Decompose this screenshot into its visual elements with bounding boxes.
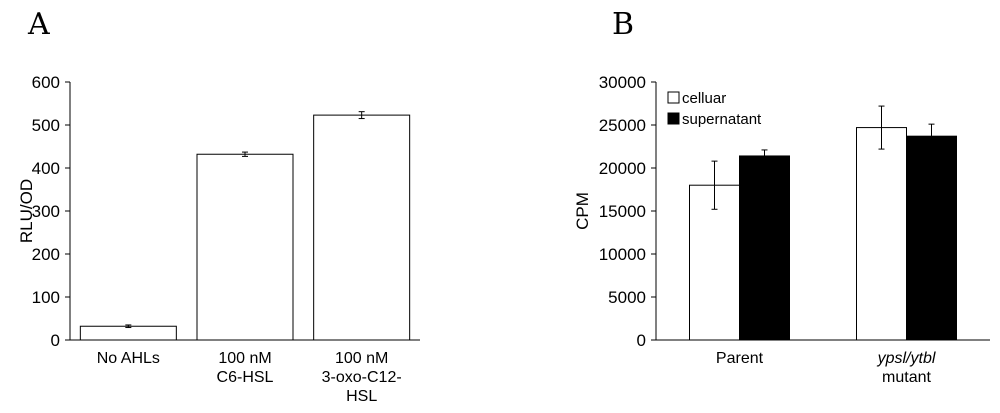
panel-label-b: B <box>612 7 634 42</box>
chart-b-bar-celluar <box>856 127 907 341</box>
chart-a: 0 100 200 300 400 500 600 No AHLs 100 nM C6-HSL 1… <box>17 73 420 405</box>
chart-a-y-tick-label: 400 <box>32 159 60 178</box>
chart-b-category-label: ypsl/ytbl mutant <box>877 350 936 386</box>
chart-a-y-tick-label: 200 <box>32 245 60 264</box>
legend-label-celluar: celluar <box>682 90 726 107</box>
chart-b-y-tick-label: 25000 <box>599 116 646 135</box>
chart-a-y-tick-label: 600 <box>32 73 60 92</box>
chart-b: 0 5000 10000 15000 20000 25000 30000 Parent yps… <box>573 73 990 386</box>
chart-a-bar <box>313 114 411 341</box>
chart-b-y-tick-label: 15000 <box>599 202 646 221</box>
chart-a-bar <box>196 153 294 341</box>
chart-a-y-label: RLU/OD <box>17 179 36 243</box>
chart-b-category-label: Parent <box>716 350 764 367</box>
chart-b-y-tick-label: 0 <box>637 331 646 350</box>
chart-b-bar-supernatant <box>739 155 790 341</box>
chart-a-category-label: 100 nM C6-HSL <box>217 350 274 386</box>
chart-b-legend: celluar supernatant <box>667 90 762 128</box>
chart-a-bar <box>79 325 177 341</box>
chart-a-category-label: No AHLs <box>97 350 160 367</box>
panel-label-a: A <box>27 7 50 42</box>
chart-a-y-tick-label: 100 <box>32 288 60 307</box>
chart-b-y-tick-label: 30000 <box>599 73 646 92</box>
chart-b-bar-supernatant <box>906 135 957 341</box>
chart-b-bar-celluar <box>689 184 740 341</box>
chart-b-y-tick-label: 5000 <box>608 288 646 307</box>
chart-b-y-tick-label: 10000 <box>599 245 646 264</box>
chart-a-y-tick-label: 0 <box>51 331 60 350</box>
chart-a-y-tick-label: 500 <box>32 116 60 135</box>
chart-a-y-tick-label: 300 <box>32 202 60 221</box>
legend-swatch-celluar <box>667 91 680 104</box>
legend-label-supernatant: supernatant <box>682 111 762 128</box>
legend-swatch-supernatant <box>667 112 680 125</box>
chart-a-category-label: 100 nM 3-oxo-C12-HSL <box>322 350 402 405</box>
chart-b-y-label: CPM <box>573 192 592 230</box>
chart-b-y-tick-label: 20000 <box>599 159 646 178</box>
